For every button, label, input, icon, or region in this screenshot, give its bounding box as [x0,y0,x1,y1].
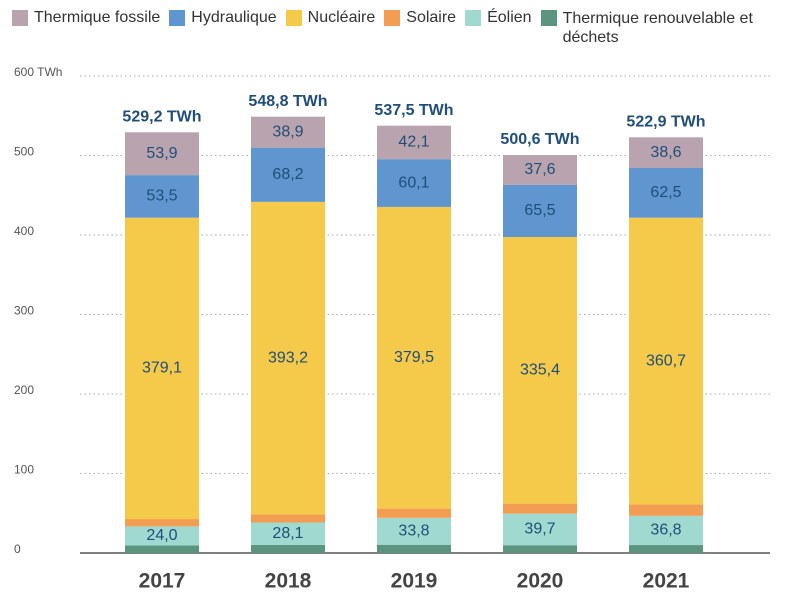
total-label: 500,6 TWh [500,131,579,148]
bar-segment [503,513,577,546]
y-tick-label: 500 [14,145,34,159]
value-label: 24,0 [146,527,177,544]
y-tick-label: 600 TWh [14,65,62,79]
x-tick-label: 2017 [139,570,186,593]
value-label: 60,1 [398,174,429,191]
value-label: 379,5 [394,349,434,366]
value-label: 38,6 [650,144,681,161]
value-label: 335,4 [520,362,560,379]
bar-segment [503,545,577,553]
legend-label: Thermique fossile [34,9,161,26]
value-label: 62,5 [650,184,681,201]
bar-segment [377,125,451,160]
total-label: 537,5 TWh [374,102,453,119]
legend-item: Hydraulique [169,9,277,27]
total-label: 548,8 TWh [248,93,327,110]
legend-label: Éolien [487,9,532,26]
x-tick-label: 2021 [643,570,690,593]
legend-swatch [285,10,302,26]
legend-label: Thermique renouvelable et déchets [562,10,753,46]
bar-segment [629,167,703,218]
bar-segment [251,116,325,148]
value-label: 42,1 [398,134,429,151]
legend-item: Thermique renouvelable et déchets [540,9,758,47]
bar-segment [377,517,451,545]
bar-segment [629,504,703,516]
legend-swatch [169,10,186,26]
bar-segment [251,201,325,515]
value-label: 53,5 [146,188,177,205]
bar-segment [125,519,199,527]
bar-segment [251,522,325,545]
y-tick-label: 100 [14,463,34,477]
bar-segment [125,217,199,520]
legend: Thermique fossile Hydraulique Nucléaire Sol… [12,9,792,47]
value-label: 39,7 [524,521,555,538]
bar-segment [629,545,703,553]
value-label: 36,8 [650,522,681,539]
bar-segment [125,132,199,176]
bar-segment [503,155,577,185]
bar-segment [377,206,451,509]
value-label: 53,9 [146,145,177,162]
x-tick-label: 2019 [391,570,438,593]
y-tick-label: 300 [14,304,34,318]
legend-item: Thermique fossile [12,9,160,27]
bar-segment [629,217,703,505]
y-tick-label: 0 [14,542,21,556]
y-tick-label: 400 [14,224,34,238]
legend-swatch [540,10,557,26]
bar-segment [503,236,577,504]
value-label: 393,2 [268,349,308,366]
value-label: 38,9 [272,123,303,140]
legend-label: Solaire [406,9,457,26]
bar-segment [251,514,325,523]
bar-segment [125,545,199,553]
legend-label: Nucléaire [307,9,376,26]
bar-segment [629,515,703,546]
value-label: 360,7 [646,352,686,369]
legend-swatch [12,10,28,26]
bar-segment [377,159,451,207]
bar-segment [377,544,451,553]
legend-swatch [384,10,401,26]
value-label: 37,6 [524,161,555,178]
total-label: 522,9 TWh [626,114,705,131]
bar-segment [125,175,199,218]
total-label: 529,2 TWh [122,109,201,126]
x-tick-label: 2020 [517,570,564,593]
bar-segment [251,147,325,202]
legend-swatch [465,10,482,26]
value-label: 33,8 [398,523,429,540]
bar-segment [503,184,577,237]
legend-item: Éolien [465,9,532,27]
bar-segment [503,503,577,514]
value-label: 379,1 [142,360,182,377]
value-label: 68,2 [272,166,303,183]
bar-segment [125,526,199,546]
x-tick-label: 2018 [265,570,312,593]
legend-label: Hydraulique [191,9,277,26]
bar-segment [629,137,703,168]
bar-segment [251,544,325,553]
value-label: 65,5 [524,202,555,219]
legend-item: Solaire [384,9,456,27]
bar-segment [377,508,451,518]
legend-item: Nucléaire [285,9,376,27]
y-tick-label: 200 [14,383,34,397]
value-label: 28,1 [272,525,303,542]
